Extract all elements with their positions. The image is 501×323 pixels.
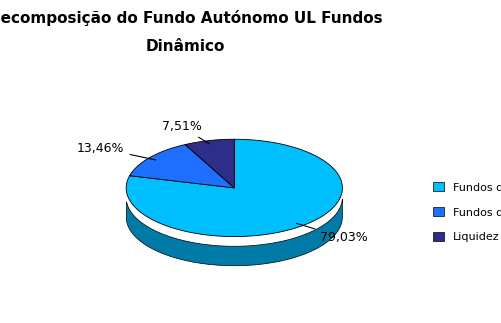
- Text: Dinâmico: Dinâmico: [146, 39, 225, 54]
- Polygon shape: [126, 139, 342, 236]
- Text: 13,46%: 13,46%: [77, 142, 156, 160]
- Legend: Fundos de Obrigações, Fundos de Ações, Liquidez: Fundos de Obrigações, Fundos de Ações, L…: [433, 182, 501, 243]
- Polygon shape: [127, 199, 342, 266]
- Text: Decomposição do Fundo Autónomo UL Fundos: Decomposição do Fundo Autónomo UL Fundos: [0, 10, 383, 26]
- Polygon shape: [130, 145, 234, 188]
- Text: 7,51%: 7,51%: [161, 120, 209, 144]
- Polygon shape: [185, 139, 234, 188]
- Text: 79,03%: 79,03%: [297, 223, 368, 245]
